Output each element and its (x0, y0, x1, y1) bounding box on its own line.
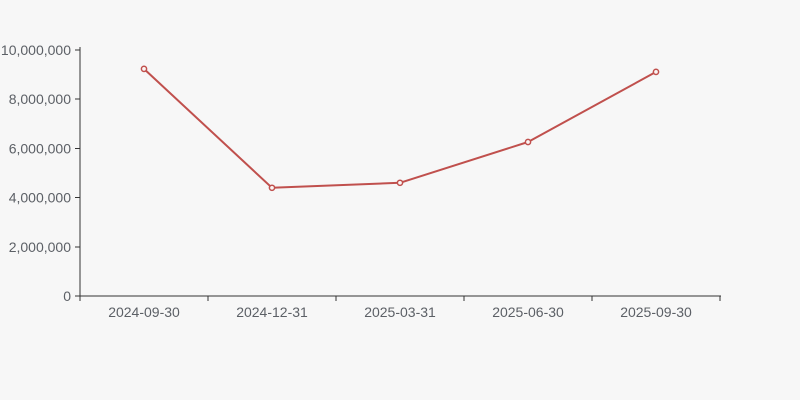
x-axis-labels: 2024-09-30 2024-12-31 2025-03-31 2025-06-30… (108, 304, 692, 320)
data-series (140, 65, 660, 192)
x-axis-tick-label: 2025-09-30 (620, 304, 692, 320)
data-point-marker[interactable] (396, 179, 404, 187)
data-point-marker[interactable] (524, 138, 532, 146)
y-axis-tick-label: 4,000,000 (9, 190, 71, 206)
data-point-marker[interactable] (140, 65, 148, 73)
data-point-marker[interactable] (652, 68, 660, 76)
x-axis-tick-label: 2025-03-31 (364, 304, 436, 320)
y-axis-tick-label: 10,000,000 (1, 42, 71, 58)
y-axis-labels: 0 2,000,000 4,000,000 6,000,000 8,000,000 10,… (1, 42, 71, 304)
y-axis-tick-label: 6,000,000 (9, 140, 71, 156)
x-axis-tick-label: 2025-06-30 (492, 304, 564, 320)
x-axis-tick-label: 2024-09-30 (108, 304, 180, 320)
axes (75, 47, 721, 301)
y-axis-tick-label: 2,000,000 (9, 239, 71, 255)
y-axis-tick-label: 0 (63, 288, 71, 304)
y-axis-tick-label: 8,000,000 (9, 91, 71, 107)
data-point-marker[interactable] (268, 184, 276, 192)
x-axis-tick-label: 2024-12-31 (236, 304, 308, 320)
